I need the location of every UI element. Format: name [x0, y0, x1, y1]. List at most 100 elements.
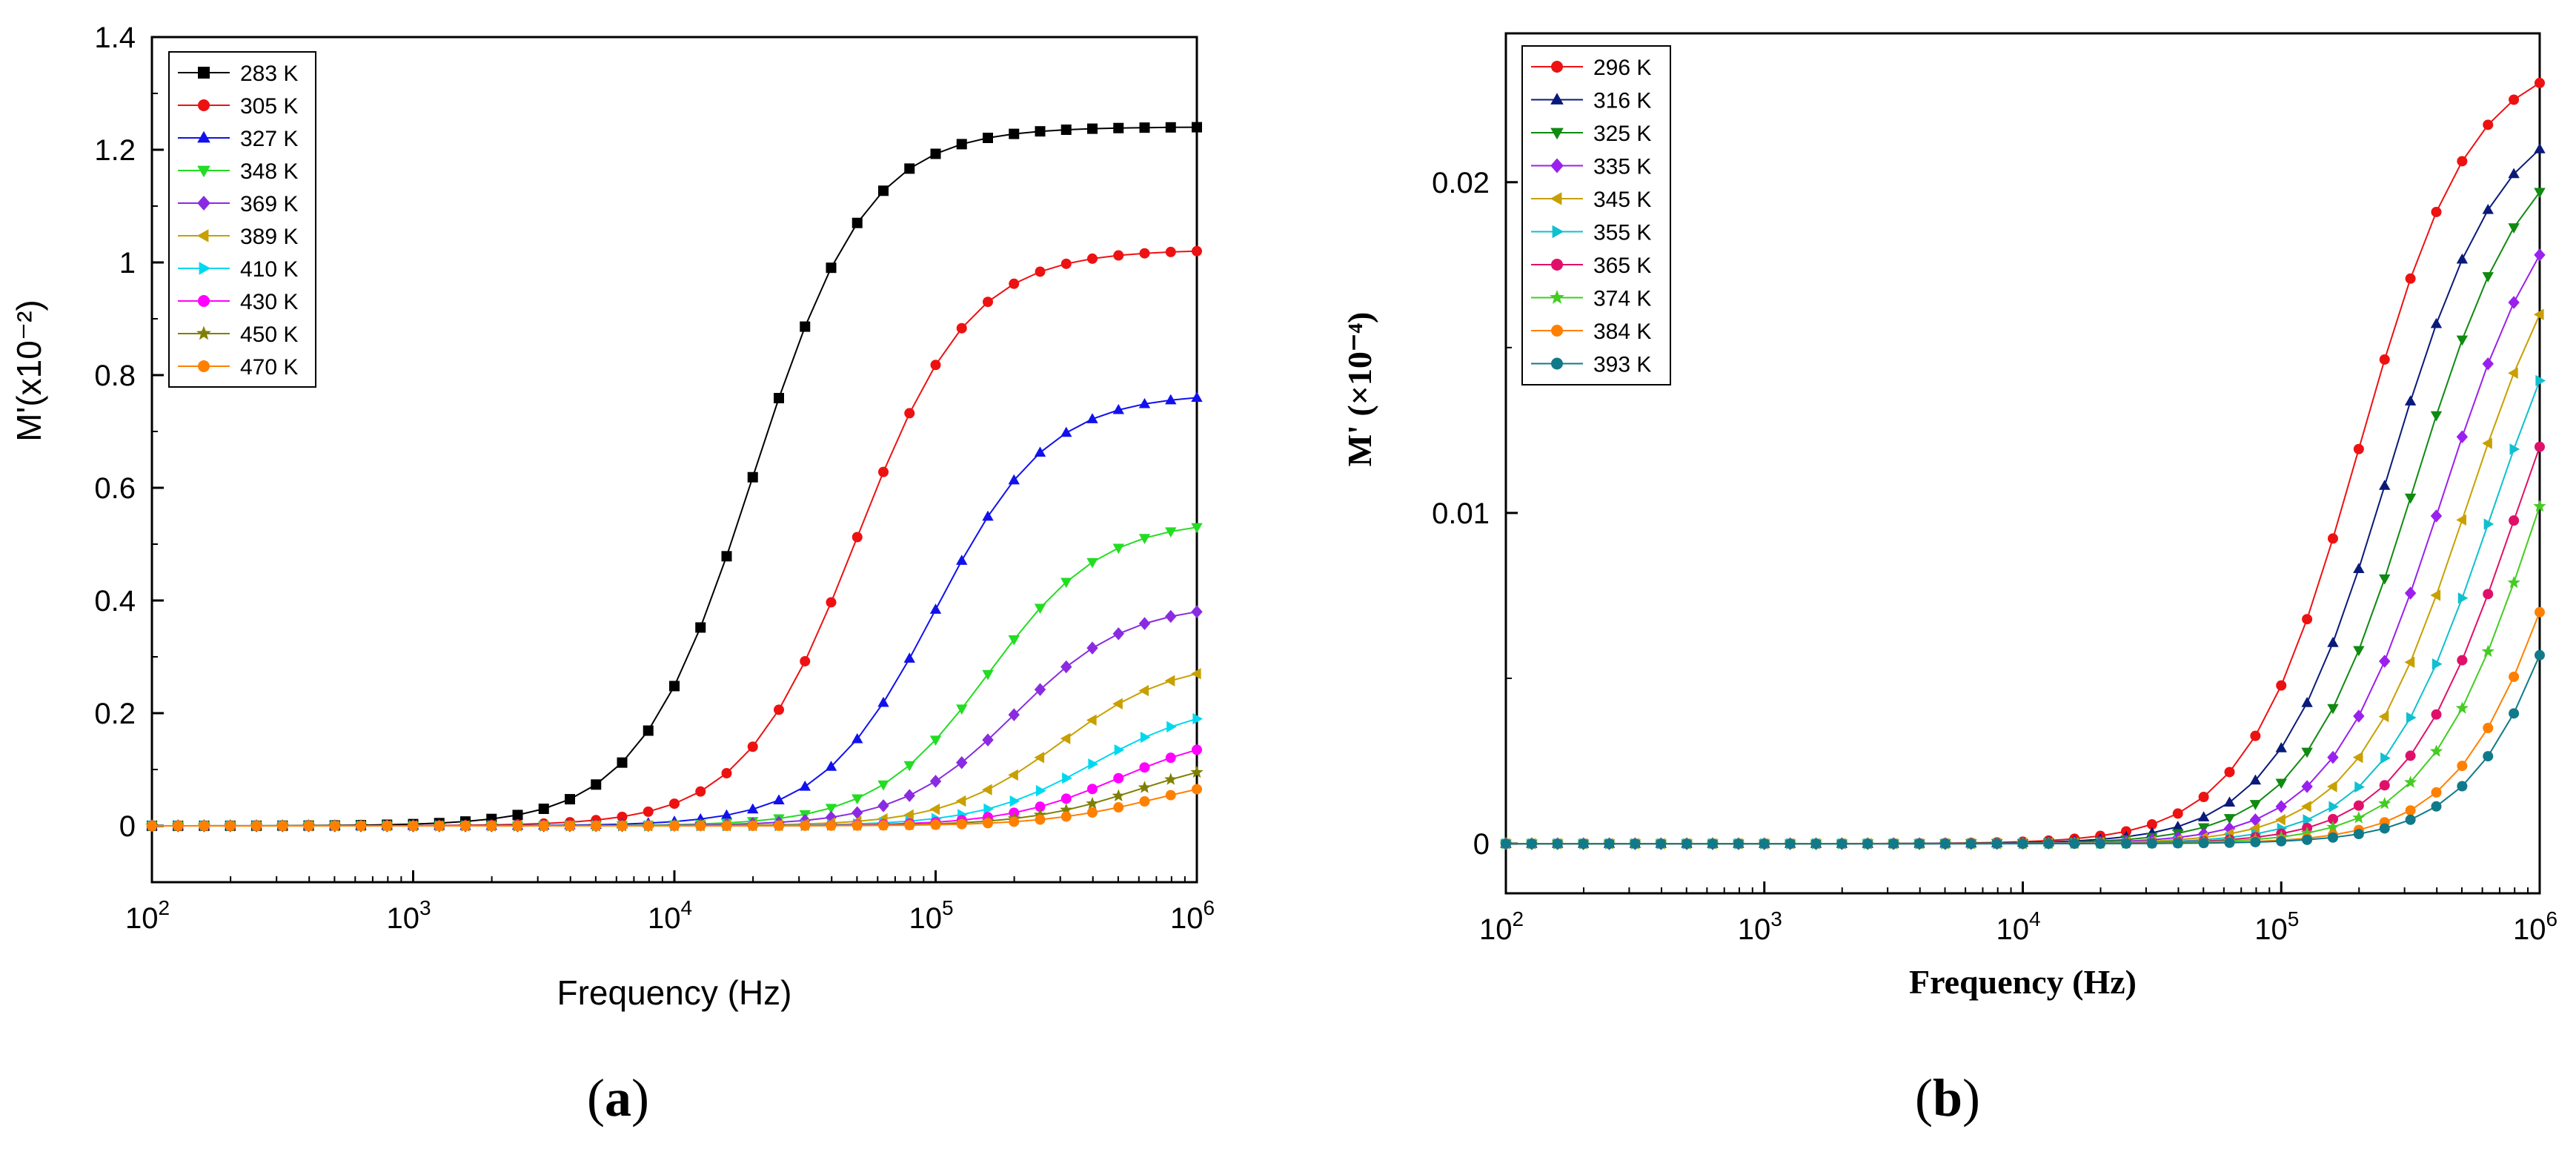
data-point [2353, 646, 2365, 657]
data-point [277, 821, 288, 831]
y-axis-label-b: M' (×10⁻⁴) [1341, 312, 1378, 467]
data-point [877, 799, 889, 813]
data-point [2223, 821, 2236, 835]
y-tick-label: 0.02 [1432, 167, 1490, 199]
data-point [2146, 838, 2157, 849]
data-point [1862, 838, 1873, 850]
data-point [721, 768, 732, 779]
data-point [721, 551, 732, 562]
data-point [1139, 796, 1150, 807]
data-point [538, 820, 549, 831]
data-point [147, 821, 157, 831]
legend-label: 296 K [1593, 56, 1651, 80]
data-point [1033, 808, 1047, 821]
data-point [2533, 499, 2546, 512]
panel-a-caption: (a) [544, 1068, 692, 1129]
x-tick-label: 106 [2513, 907, 2557, 946]
x-tick-label: 105 [909, 896, 953, 935]
data-point [2431, 801, 2442, 812]
data-point [1035, 266, 1046, 277]
data-point [2483, 518, 2494, 530]
data-point [1166, 721, 1177, 733]
data-point [826, 597, 837, 608]
data-point [2404, 395, 2417, 406]
data-point [2508, 367, 2518, 379]
data-point [512, 820, 523, 831]
legend-item: 389 K [178, 225, 298, 249]
data-point [1164, 772, 1178, 785]
data-point [2509, 94, 2520, 105]
data-point [2250, 730, 2261, 741]
data-point [2223, 814, 2236, 824]
data-point [982, 510, 994, 521]
data-point [1008, 708, 1020, 721]
legend-item: 345 K [1531, 188, 1651, 212]
data-point [2430, 509, 2443, 523]
data-point [1113, 250, 1124, 261]
data-point [956, 555, 968, 565]
data-point [225, 821, 236, 831]
data-point [2172, 808, 2183, 819]
x-tick-label-base: 10 [1996, 913, 2029, 946]
data-point [1165, 790, 1176, 801]
series-line [1506, 506, 2540, 845]
legend-item: 430 K [178, 290, 298, 314]
data-point [1190, 668, 1201, 680]
data-point [981, 784, 992, 795]
legend-swatch-marker [1550, 290, 1564, 304]
data-point [1086, 796, 1099, 810]
data-point [1138, 781, 1152, 793]
data-point [1888, 838, 1899, 850]
data-point [251, 821, 262, 831]
data-point [2275, 800, 2287, 813]
series-line [1506, 655, 2540, 845]
data-point [721, 820, 732, 831]
data-point [1139, 762, 1150, 773]
data-point [983, 803, 995, 815]
y-tick-label: 1.2 [94, 134, 136, 167]
data-point [747, 471, 758, 483]
x-axis-label-a: Frequency (Hz) [557, 973, 792, 1012]
data-point [2535, 374, 2546, 387]
x-tick-label-base: 10 [1170, 902, 1204, 935]
data-point [1578, 838, 1589, 850]
data-point [2379, 480, 2391, 490]
legend-swatch-marker [199, 262, 211, 275]
data-point [565, 794, 575, 805]
data-point [1140, 731, 1151, 744]
data-point [1034, 752, 1045, 764]
legend-swatch-marker [1551, 325, 1563, 337]
data-point [565, 820, 575, 831]
series-line [1506, 380, 2540, 845]
series-470k [147, 784, 1202, 831]
x-tick-label-base: 10 [648, 902, 681, 935]
data-point [2431, 658, 2443, 670]
data-point [1035, 814, 1046, 825]
legend-swatch-marker [1552, 225, 1564, 239]
data-point [982, 733, 994, 747]
data-point [2456, 253, 2469, 264]
data-point [1165, 122, 1176, 133]
data-point [2508, 168, 2520, 179]
data-point [2378, 797, 2391, 810]
data-point [2534, 143, 2546, 153]
data-point [2069, 838, 2080, 849]
data-point [2378, 710, 2389, 723]
data-point [2431, 709, 2442, 720]
legend-label: 283 K [240, 62, 298, 86]
data-point [303, 821, 314, 831]
data-point [2457, 781, 2468, 792]
x-tick-label-exponent: 6 [1203, 896, 1215, 919]
legend-swatch-marker [198, 360, 210, 372]
data-point [1060, 803, 1073, 815]
data-point [825, 804, 837, 814]
data-point [2250, 836, 2261, 847]
data-point [1733, 838, 1744, 850]
legend-label: 327 K [240, 127, 298, 151]
data-point [1087, 784, 1098, 795]
y-axis-b: 0 0.01 0.02 [1432, 167, 1518, 861]
legend-label: 365 K [1593, 254, 1651, 278]
data-point [1060, 426, 1072, 437]
data-point [1914, 838, 1925, 850]
data-point [2301, 801, 2311, 813]
